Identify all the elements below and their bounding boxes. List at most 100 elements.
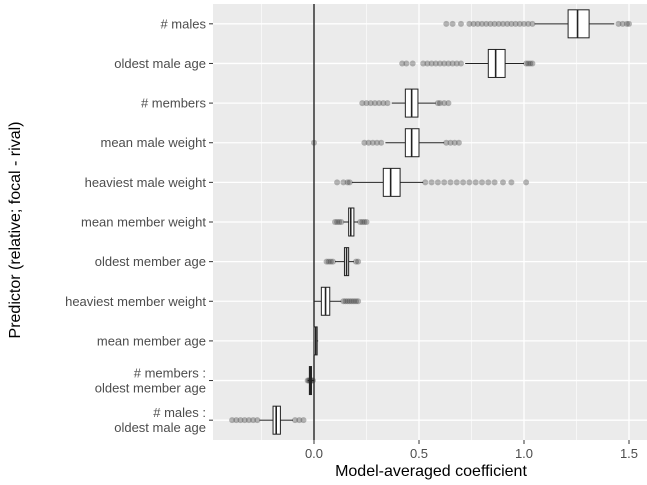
outlier-point (483, 20, 490, 27)
outlier-point (336, 219, 343, 225)
x-axis-title: Model-averaged coefficient (335, 463, 527, 480)
outlier-point (361, 139, 368, 146)
outlier-point (504, 20, 511, 27)
outlier-point (292, 417, 299, 424)
outlier-point (512, 20, 519, 27)
outlier-point (500, 179, 506, 186)
outlier-point (371, 100, 378, 107)
outlier-point (428, 179, 435, 186)
outlier-point (350, 298, 357, 305)
outlier-point (245, 417, 252, 424)
outlier-point (378, 139, 385, 146)
x-tick-label: 0.0 (305, 446, 323, 461)
outlier-point (353, 298, 359, 305)
y-tick-label-line: # members : (134, 366, 206, 381)
box-group (399, 48, 536, 78)
y-tick-label-line: heaviest member weight (65, 294, 206, 309)
y-tick-label: oldest member age (95, 254, 206, 269)
box-group (311, 128, 462, 158)
y-tick-label-line: oldest member age (95, 381, 206, 396)
outlier-point (340, 298, 347, 305)
outlier-point (357, 219, 364, 225)
outlier-point (529, 20, 536, 27)
outlier-point (525, 60, 532, 67)
outlier-point (466, 20, 473, 27)
outlier-point (523, 60, 530, 67)
outlier-point (525, 20, 532, 27)
outlier-point (445, 100, 452, 107)
outlier-point (296, 417, 303, 424)
outlier-point (445, 60, 452, 67)
outlier-point (449, 60, 456, 67)
outlier-point (361, 219, 368, 225)
outlier-point (470, 20, 477, 27)
box-group (229, 405, 307, 435)
outlier-point (376, 100, 383, 107)
outlier-point (441, 179, 448, 186)
outlier-point (434, 179, 441, 186)
outlier-point (367, 100, 374, 107)
y-tick-labels: # males oldest male age # members mean male… (65, 16, 213, 435)
outlier-point (466, 179, 473, 186)
outlier-point (363, 219, 370, 225)
outlier-point (233, 417, 240, 424)
outlier-point (332, 219, 338, 225)
outlier-point (300, 417, 307, 424)
outlier-point (369, 139, 376, 146)
y-tick-label: mean member age (97, 333, 206, 348)
outlier-point (441, 100, 448, 107)
y-tick-label: heaviest male weight (85, 175, 207, 190)
outlier-point (485, 179, 492, 186)
box-group (304, 366, 316, 396)
y-tick-label: heaviest member weight (65, 294, 206, 309)
box-group (334, 167, 530, 197)
outlier-point (329, 258, 336, 265)
outlier-point (455, 139, 462, 146)
box-group (314, 286, 362, 316)
outlier-point (237, 417, 244, 424)
outlier-point (615, 20, 622, 27)
outlier-point (508, 179, 515, 186)
outlier-point (344, 179, 351, 186)
outlier-point (241, 417, 248, 424)
box (567, 9, 590, 39)
outlier-point (437, 60, 443, 67)
outlier-point (365, 139, 372, 146)
outlier-point (516, 20, 523, 27)
outlier-point (403, 60, 410, 67)
box (487, 48, 506, 78)
x-tick-label: 1.0 (515, 446, 533, 461)
outlier-point (325, 258, 332, 265)
outlier-point (527, 60, 534, 67)
outlier-point (344, 298, 351, 305)
outlier-point (458, 20, 464, 27)
outlier-point (437, 100, 443, 107)
outlier-point (422, 179, 429, 186)
outlier-point (458, 60, 464, 67)
outlier-point (500, 20, 506, 27)
box-group (313, 326, 319, 356)
outlier-point (479, 20, 485, 27)
x-tick-label: 1.5 (620, 446, 638, 461)
outlier-point (491, 179, 498, 186)
outlier-point (453, 60, 460, 67)
outlier-point (355, 298, 362, 305)
outlier-point (626, 20, 632, 27)
outlier-point (409, 60, 416, 67)
outlier-point (229, 417, 236, 424)
outlier-point (447, 139, 454, 146)
y-tick-label: # members (141, 96, 207, 111)
box-group (359, 88, 452, 118)
outlier-point (508, 20, 515, 27)
outlier-point (250, 417, 257, 424)
outlier-point (374, 139, 380, 146)
outlier-point (441, 60, 448, 67)
outlier-point (359, 219, 366, 225)
outlier-point (334, 179, 341, 186)
outlier-point (359, 100, 366, 107)
outlier-point (623, 20, 630, 27)
outlier-point (338, 219, 345, 225)
box-group (443, 9, 632, 39)
y-tick-label-line: oldest member age (95, 254, 206, 269)
x-tick-label: 0.5 (410, 446, 428, 461)
